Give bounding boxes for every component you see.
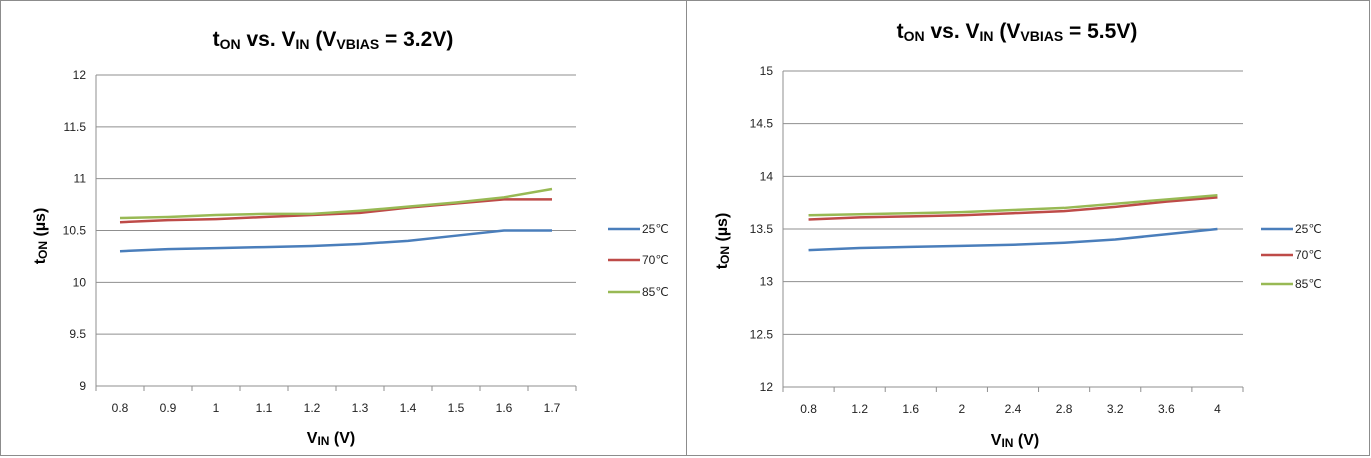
chart-svg-vbias-3v2: 9 9.5 10 10.5 11 11.5 12 0.8 0.9 1 1.1 1.2 1.3 1.4 1.5… [32,28,669,448]
x-tick-label: 1.3 [352,401,369,415]
y-tick-label: 9 [79,379,86,393]
y-tick-label: 13.5 [750,222,774,236]
x-tick-label: 1.7 [544,401,561,415]
series-line-1 [119,229,552,253]
y-tick-label: 15 [760,64,774,78]
chart-panel-vbias-3v2: 9 9.5 10 10.5 11 11.5 12 0.8 0.9 1 1.1 1.2 1.3 1.4 1.5… [0,0,688,456]
legend-label: 70℃ [1295,248,1322,262]
series-lines [808,194,1218,252]
x-tick-label: 0.9 [160,401,177,415]
y-tick-label: 12 [73,68,87,82]
y-tick-label: 10.5 [63,224,87,238]
y-tick-label: 14 [760,169,774,183]
y-tick-label: 9.5 [69,327,86,341]
legend-label: 85℃ [1295,277,1322,291]
series-line-3 [808,194,1218,217]
x-tick-label: 1.2 [851,402,868,416]
series-lines [119,187,553,253]
y-axis-label: tON (µs) [32,208,50,265]
gridlines [95,74,577,391]
legend-label: 25℃ [642,222,669,236]
x-tick-label: 1.6 [496,401,513,415]
x-axis-label: VIN (V) [991,432,1039,450]
x-tick-label: 3.6 [1158,402,1175,416]
legend: 25℃ 70℃ 85℃ [1261,222,1322,291]
legend-label: 70℃ [642,253,669,267]
x-axis-label: VIN (V) [307,430,355,448]
chart-panel-vbias-5v5: 12 12.5 13 13.5 14 14.5 15 0.8 1.2 1.6 2 2.4 2.8 3.2 3… [686,0,1370,456]
x-tick-label: 2.8 [1056,402,1073,416]
x-tick-label: 1.1 [256,401,273,415]
series-line-2 [119,198,552,224]
series-line-2 [808,196,1218,221]
y-tick-label: 13 [760,275,774,289]
tick-labels: 9 9.5 10 10.5 11 11.5 12 0.8 0.9 1 1.1 1.2 1.3 1.4 1.5… [63,68,561,415]
x-tick-label: 1.2 [304,401,321,415]
chart-svg-vbias-5v5: 12 12.5 13 13.5 14 14.5 15 0.8 1.2 1.6 2 2.4 2.8 3.2 3… [714,20,1322,450]
x-tick-label: 2 [959,402,966,416]
y-axis-label: tON (µs) [714,213,732,270]
legend-label: 25℃ [1295,222,1322,236]
x-tick-label: 0.8 [800,402,817,416]
x-tick-label: 3.2 [1107,402,1124,416]
legend-label: 85℃ [642,285,669,299]
x-tick-label: 2.4 [1005,402,1022,416]
legend: 25℃ 70℃ 85℃ [608,222,669,299]
tick-labels: 12 12.5 13 13.5 14 14.5 15 0.8 1.2 1.6 2 2.4 2.8 3.2 3… [750,64,1221,416]
gridlines [782,70,1244,392]
y-tick-label: 12 [760,380,774,394]
y-tick-label: 14.5 [750,117,774,131]
y-tick-label: 11.5 [64,120,87,134]
x-tick-label: 1.4 [400,401,417,415]
y-tick-label: 10 [73,275,87,289]
y-tick-label: 12.5 [750,327,774,341]
x-tick-label: 4 [1214,402,1221,416]
x-tick-label: 0.8 [112,401,129,415]
x-tick-label: 1 [213,401,220,415]
series-line-1 [808,227,1218,252]
x-tick-label: 1.6 [902,402,919,416]
series-line-3 [119,187,553,220]
chart-title: tON vs. VIN (VVBIAS = 5.5V) [897,20,1138,44]
y-tick-label: 11 [74,172,87,186]
chart-title: tON vs. VIN (VVBIAS = 3.2V) [213,28,454,52]
x-tick-label: 1.5 [448,401,465,415]
